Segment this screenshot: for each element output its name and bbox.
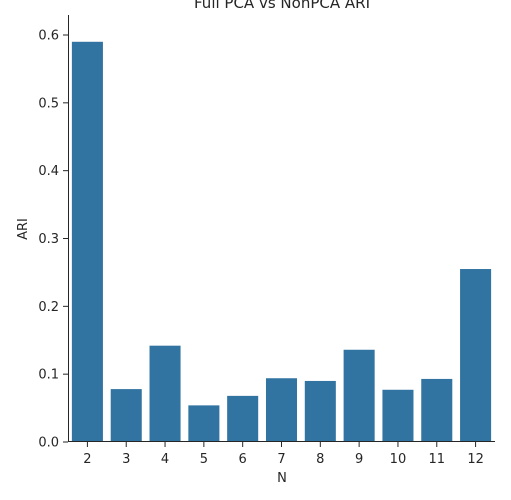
bar-12 <box>460 269 492 442</box>
x-tick-label: 9 <box>355 452 363 467</box>
bar-10 <box>382 389 414 442</box>
y-tick-label: 0.3 <box>38 232 59 247</box>
x-tick-label: 12 <box>467 452 484 467</box>
bar-6 <box>227 395 259 442</box>
y-axis-ticks: 0.0 0.1 0.2 0.3 0.4 0.5 0.6 <box>38 29 68 451</box>
x-tick-label: 6 <box>239 452 247 467</box>
bar-3 <box>110 389 142 442</box>
bar-9 <box>343 349 375 442</box>
x-tick-label: 10 <box>390 452 407 467</box>
bar-7 <box>265 378 298 442</box>
bar-2 <box>71 41 103 442</box>
y-tick-label: 0.5 <box>38 96 59 111</box>
bar-11 <box>421 378 453 442</box>
y-axis-label: ARI <box>16 218 31 240</box>
y-tick-label: 0.6 <box>38 29 59 44</box>
bar-5 <box>188 405 220 442</box>
x-tick-label: 7 <box>277 452 285 467</box>
x-tick-label: 8 <box>316 452 324 467</box>
x-axis-label: N <box>277 471 287 486</box>
y-tick-label: 0.1 <box>38 368 59 383</box>
x-tick-label: 5 <box>200 452 208 467</box>
y-tick-label: 0.4 <box>38 164 59 179</box>
bar-8 <box>304 380 336 442</box>
chart-title: Full PCA vs NonPCA ARI <box>194 0 370 12</box>
x-tick-label: 4 <box>161 452 169 467</box>
y-tick-label: 0.2 <box>38 300 59 315</box>
x-tick-label: 2 <box>83 452 91 467</box>
x-tick-label: 11 <box>428 452 445 467</box>
x-tick-label: 3 <box>122 452 130 467</box>
x-axis-ticks: 2 3 4 5 6 7 8 9 10 11 12 <box>83 442 484 467</box>
bar-4 <box>149 345 181 442</box>
y-tick-label: 0.0 <box>38 436 59 451</box>
bars-group <box>71 41 492 442</box>
